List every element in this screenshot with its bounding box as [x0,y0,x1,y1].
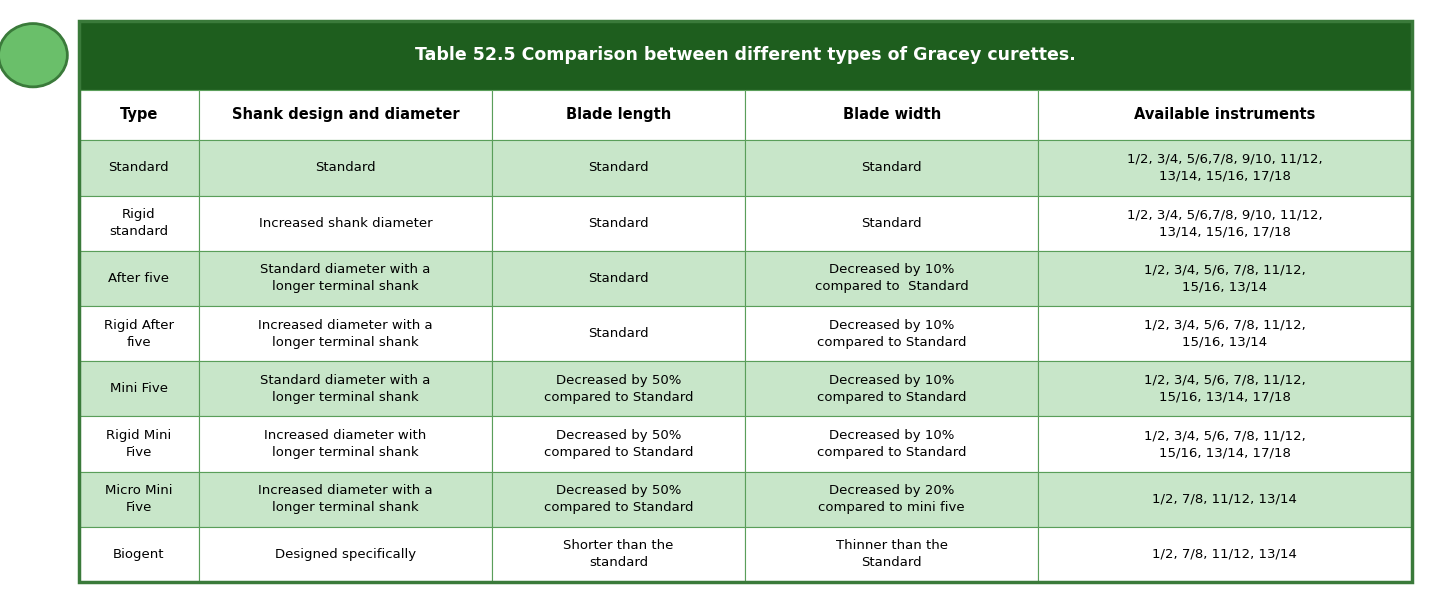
Text: Increased diameter with a
longer terminal shank: Increased diameter with a longer termina… [258,484,433,514]
Text: Decreased by 10%
compared to Standard: Decreased by 10% compared to Standard [817,374,966,404]
Text: Blade length: Blade length [566,107,671,122]
Text: 1/2, 3/4, 5/6, 7/8, 11/12,
15/16, 13/14, 17/18: 1/2, 3/4, 5/6, 7/8, 11/12, 15/16, 13/14,… [1144,429,1305,459]
Bar [79,361,199,417]
Bar [1039,361,1412,417]
Bar [199,90,492,140]
Bar [79,251,199,306]
Bar [1039,140,1412,196]
Bar [745,140,1039,196]
Text: Rigid After
five: Rigid After five [103,319,173,349]
Bar [199,195,492,251]
Text: 1/2, 3/4, 5/6,7/8, 9/10, 11/12,
13/14, 15/16, 17/18: 1/2, 3/4, 5/6,7/8, 9/10, 11/12, 13/14, 1… [1128,153,1323,183]
Text: 1/2, 3/4, 5/6, 7/8, 11/12,
15/16, 13/14: 1/2, 3/4, 5/6, 7/8, 11/12, 15/16, 13/14 [1144,319,1305,349]
Text: Standard: Standard [109,161,169,174]
Text: Mini Five: Mini Five [110,382,168,395]
Text: Increased diameter with a
longer terminal shank: Increased diameter with a longer termina… [258,319,433,349]
Ellipse shape [0,24,67,87]
Bar [492,306,745,361]
Text: Thinner than the
Standard: Thinner than the Standard [835,540,947,570]
Text: Standard: Standard [588,272,649,285]
Bar [79,140,199,196]
Text: 1/2, 3/4, 5/6, 7/8, 11/12,
15/16, 13/14: 1/2, 3/4, 5/6, 7/8, 11/12, 15/16, 13/14 [1144,263,1305,293]
Bar [1039,90,1412,140]
Bar [79,21,1412,90]
Text: Decreased by 50%
compared to Standard: Decreased by 50% compared to Standard [543,429,694,459]
Text: Designed specifically: Designed specifically [275,548,416,561]
Text: Standard: Standard [861,217,921,230]
Text: Decreased by 50%
compared to Standard: Decreased by 50% compared to Standard [543,374,694,404]
Bar [1039,306,1412,361]
Bar [745,195,1039,251]
Bar [492,140,745,196]
Bar [492,416,745,472]
Bar [199,527,492,582]
Text: Blade width: Blade width [843,107,941,122]
Bar [745,306,1039,361]
Bar [79,306,199,361]
Bar [745,472,1039,527]
Text: Shank design and diameter: Shank design and diameter [232,107,459,122]
Text: Rigid Mini
Five: Rigid Mini Five [106,429,172,459]
Bar [199,472,492,527]
Text: Rigid
standard: Rigid standard [109,208,168,238]
Text: Table 52.5 Comparison between different types of Gracey curettes.: Table 52.5 Comparison between different … [414,46,1076,64]
Bar [79,527,199,582]
Bar [79,90,199,140]
Bar [199,306,492,361]
Text: Standard: Standard [588,161,649,174]
Text: Decreased by 10%
compared to  Standard: Decreased by 10% compared to Standard [815,263,969,293]
Text: Available instruments: Available instruments [1135,107,1315,122]
Text: Increased diameter with
longer terminal shank: Increased diameter with longer terminal … [264,429,427,459]
Bar [492,251,745,306]
Text: Standard: Standard [861,161,921,174]
Text: Decreased by 10%
compared to Standard: Decreased by 10% compared to Standard [817,429,966,459]
Text: Decreased by 20%
compared to mini five: Decreased by 20% compared to mini five [818,484,964,514]
Text: Standard: Standard [588,327,649,340]
Text: Type: Type [119,107,158,122]
Text: Micro Mini
Five: Micro Mini Five [105,484,172,514]
Bar [492,90,745,140]
Text: Increased shank diameter: Increased shank diameter [258,217,433,230]
Text: 1/2, 7/8, 11/12, 13/14: 1/2, 7/8, 11/12, 13/14 [1152,493,1297,506]
Bar [199,251,492,306]
Text: Standard: Standard [588,217,649,230]
Bar [1039,472,1412,527]
Bar [1039,527,1412,582]
Bar [199,361,492,417]
Text: Decreased by 10%
compared to Standard: Decreased by 10% compared to Standard [817,319,966,349]
Text: 1/2, 3/4, 5/6,7/8, 9/10, 11/12,
13/14, 15/16, 17/18: 1/2, 3/4, 5/6,7/8, 9/10, 11/12, 13/14, 1… [1128,208,1323,238]
Text: 1/2, 3/4, 5/6, 7/8, 11/12,
15/16, 13/14, 17/18: 1/2, 3/4, 5/6, 7/8, 11/12, 15/16, 13/14,… [1144,374,1305,404]
Bar [492,361,745,417]
Text: Standard: Standard [315,161,375,174]
Bar [199,416,492,472]
Text: Shorter than the
standard: Shorter than the standard [563,540,674,570]
Bar [199,140,492,196]
Bar [1039,195,1412,251]
Bar [745,527,1039,582]
Bar [492,195,745,251]
Text: Biogent: Biogent [113,548,165,561]
Bar [79,416,199,472]
Bar [745,90,1039,140]
Bar [492,527,745,582]
Text: Standard diameter with a
longer terminal shank: Standard diameter with a longer terminal… [261,263,430,293]
Bar [745,251,1039,306]
Bar [79,472,199,527]
Bar [1039,251,1412,306]
Bar [492,472,745,527]
Text: Decreased by 50%
compared to Standard: Decreased by 50% compared to Standard [543,484,694,514]
Bar [745,361,1039,417]
Bar [745,416,1039,472]
Text: 1/2, 7/8, 11/12, 13/14: 1/2, 7/8, 11/12, 13/14 [1152,548,1297,561]
Bar [79,195,199,251]
Text: Standard diameter with a
longer terminal shank: Standard diameter with a longer terminal… [261,374,430,404]
Bar [1039,416,1412,472]
Text: After five: After five [109,272,169,285]
